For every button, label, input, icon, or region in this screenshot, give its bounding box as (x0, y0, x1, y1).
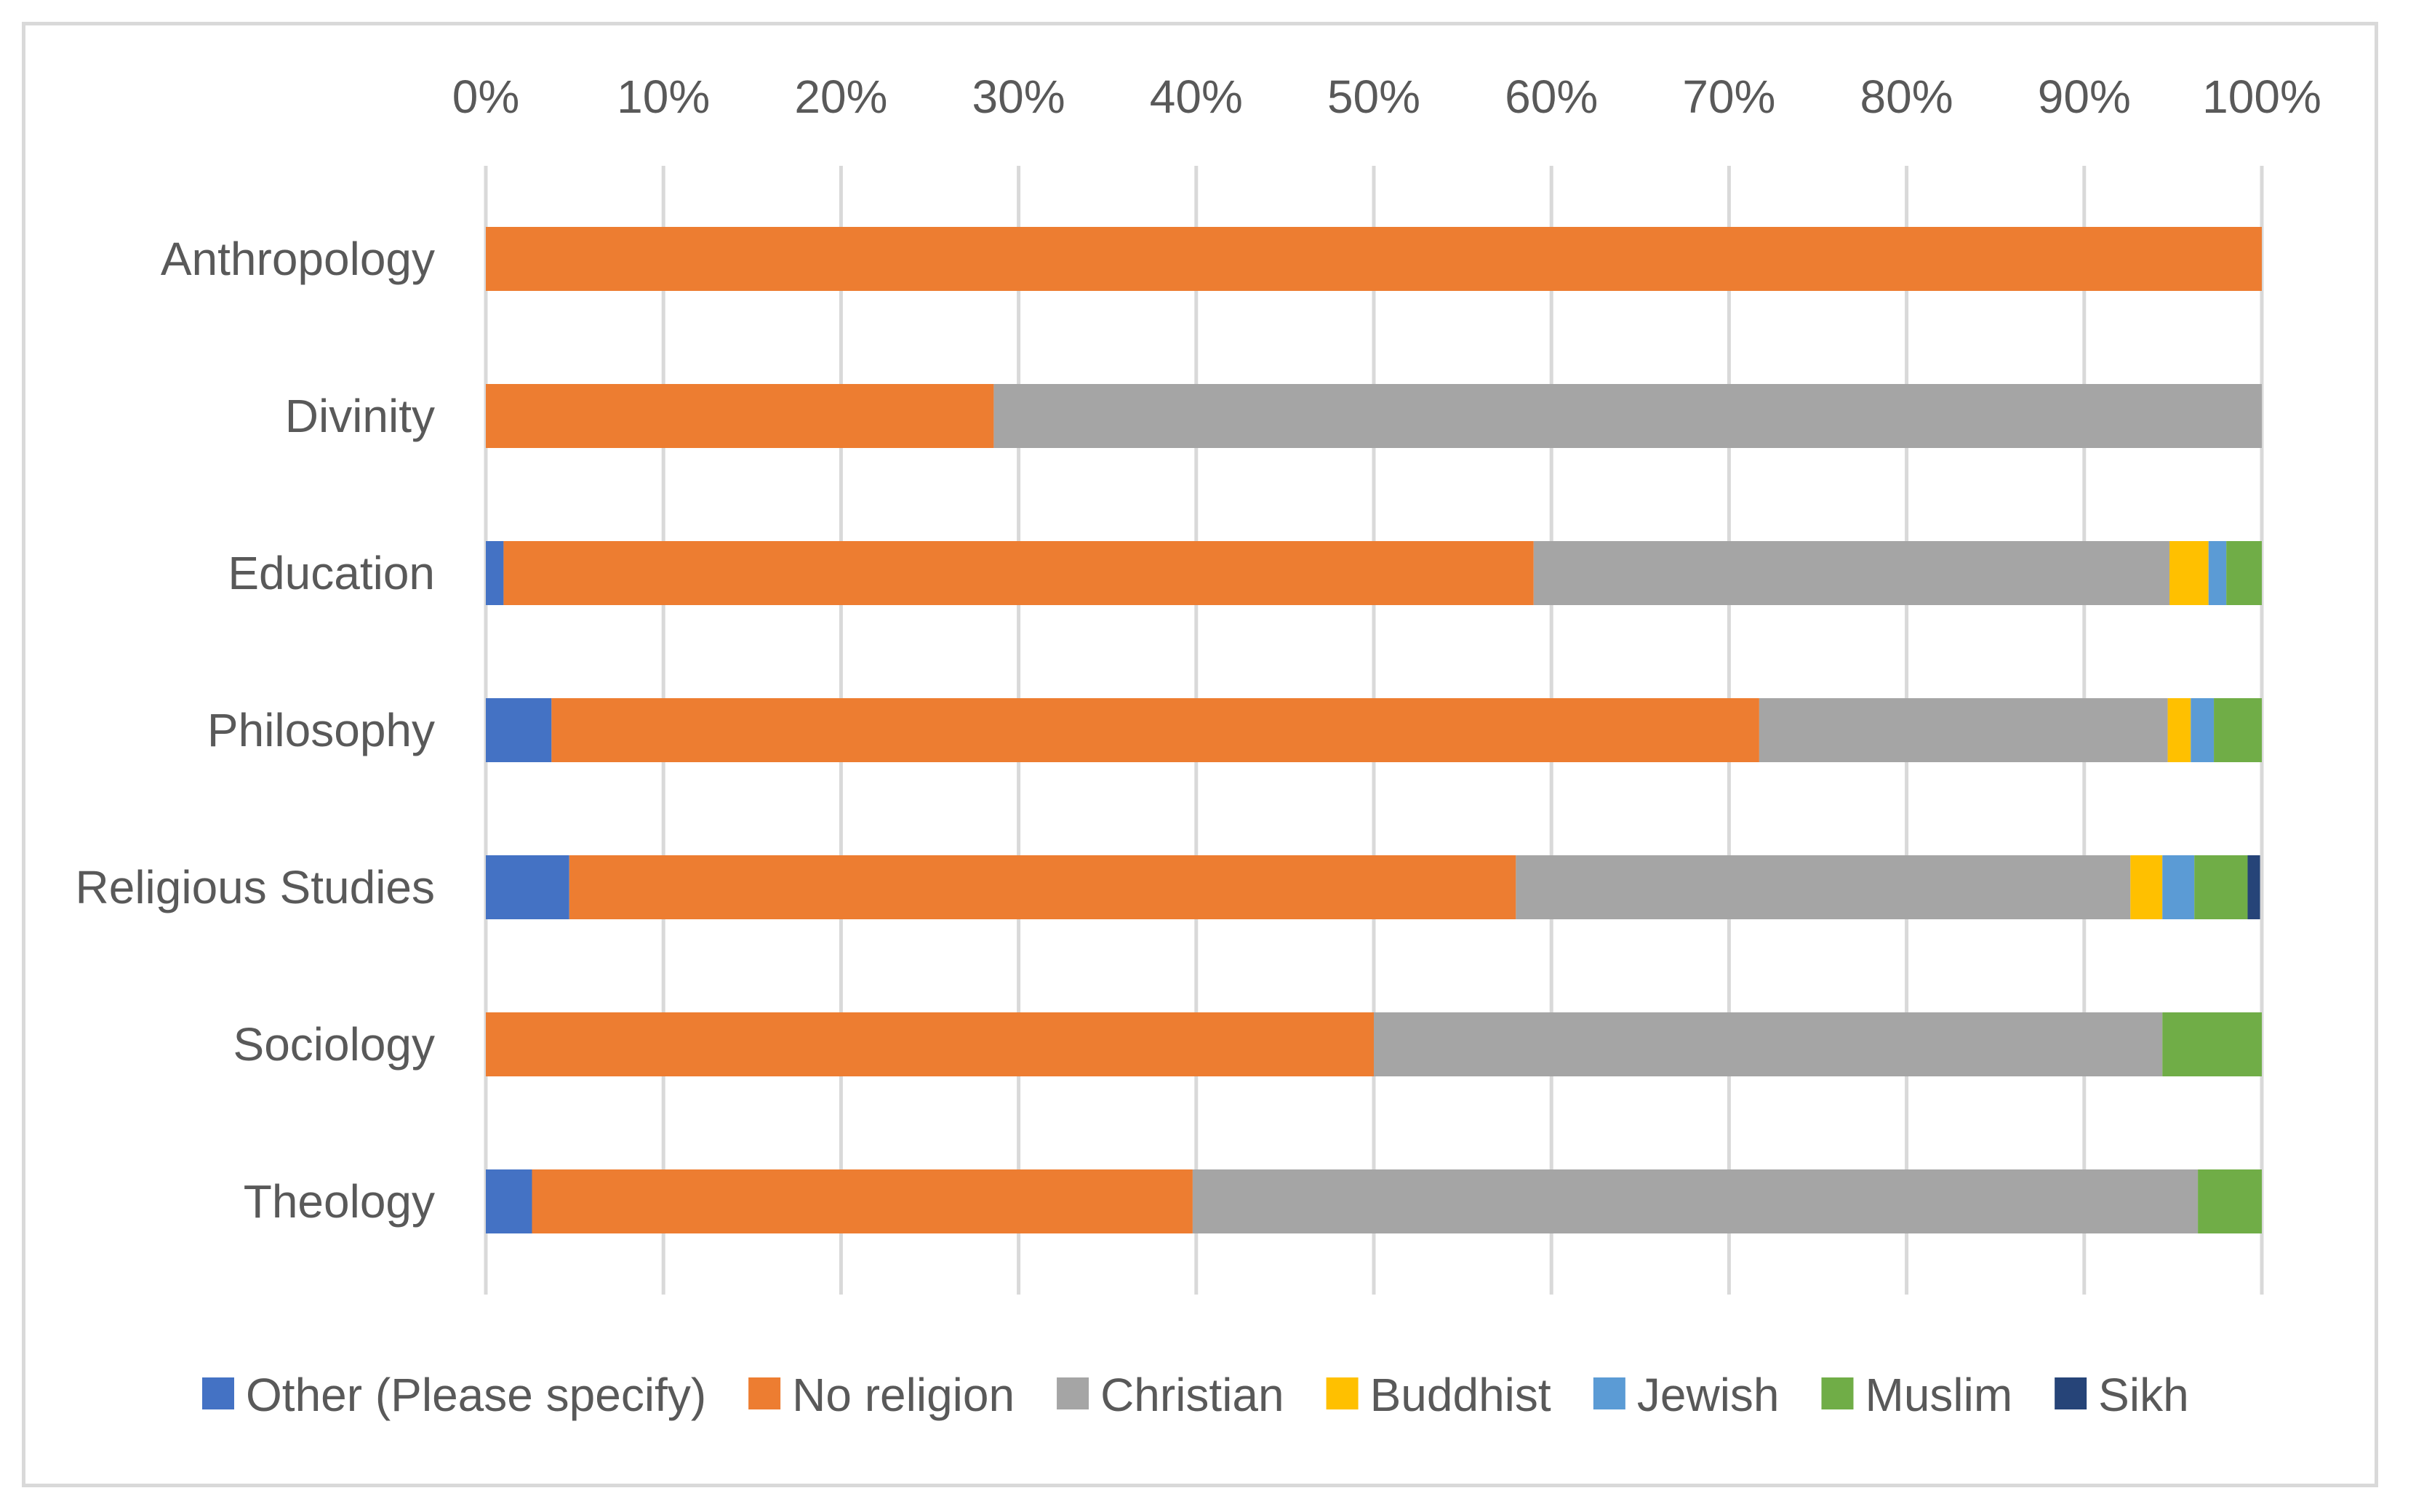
x-tick-label: 80% (1860, 71, 1953, 123)
bar-segment-christian (993, 384, 2262, 448)
category-label: Religious Studies (76, 861, 436, 913)
bar-segment-jewish (2208, 541, 2227, 605)
bar-segment-other-please-specify (486, 698, 552, 762)
x-tick-label: 40% (1150, 71, 1243, 123)
bar-segment-muslim (2226, 541, 2262, 605)
bar-segment-other-please-specify (486, 855, 569, 919)
bar-segment-muslim (2198, 1169, 2262, 1233)
x-tick-label: 50% (1327, 71, 1420, 123)
x-tick-label: 60% (1505, 71, 1598, 123)
category-label: Education (228, 547, 435, 599)
bar-segment-christian (1374, 1012, 2163, 1076)
legend-swatch (202, 1377, 234, 1409)
bar-segment-christian (1516, 855, 2131, 919)
category-labels: Anthropology Divinity Education Philosophy R… (76, 233, 436, 1228)
bar-segment-muslim (2194, 855, 2248, 919)
bar-segment-no-religion (532, 1169, 1193, 1233)
bar-segment-other-please-specify (486, 1169, 532, 1233)
bar-segment-no-religion (486, 227, 2262, 291)
legend: Other (Please specify) No religion Christi… (202, 1369, 2189, 1421)
legend-label: Jewish (1637, 1369, 1780, 1421)
bar-segment-no-religion (551, 698, 1759, 762)
legend-label: Muslim (1865, 1369, 2013, 1421)
bar-segment-buddhist (2169, 541, 2209, 605)
bar-segment-other-please-specify (486, 541, 504, 605)
bar-segment-christian (1759, 698, 2168, 762)
bar-segment-no-religion (503, 541, 1534, 605)
category-label: Philosophy (207, 704, 435, 756)
x-tick-label: 100% (2202, 71, 2321, 123)
x-tick-label: 30% (972, 71, 1065, 123)
bar-segment-muslim (2162, 1012, 2262, 1076)
bar-segment-christian (1192, 1169, 2199, 1233)
category-label: Theology (244, 1175, 435, 1228)
bar-segment-buddhist (2167, 698, 2191, 762)
category-label: Sociology (233, 1018, 436, 1071)
legend-label: Christian (1100, 1369, 1284, 1421)
bar-segment-no-religion (486, 384, 994, 448)
legend-swatch (748, 1377, 781, 1409)
legend-label: Other (Please specify) (246, 1369, 706, 1421)
legend-label: Buddhist (1370, 1369, 1551, 1421)
legend-label: No religion (792, 1369, 1015, 1421)
bar-segment-buddhist (2130, 855, 2163, 919)
legend-swatch (1593, 1377, 1625, 1409)
x-tick-label: 0% (452, 71, 520, 123)
legend-swatch (1057, 1377, 1089, 1409)
category-label: Anthropology (161, 233, 435, 285)
x-tick-label: 70% (1682, 71, 1775, 123)
x-axis-ticks: 0% 10% 20% 30% 40% 50% 60% 70% 80% 90% 100% (452, 71, 2321, 123)
bar-segment-muslim (2214, 698, 2262, 762)
bar-segment-no-religion (569, 855, 1516, 919)
bar-segment-jewish (2191, 698, 2215, 762)
category-label: Divinity (285, 390, 435, 442)
x-tick-label: 20% (794, 71, 887, 123)
x-tick-label: 90% (2038, 71, 2131, 123)
x-tick-label: 10% (617, 71, 710, 123)
bar-segment-no-religion (486, 1012, 1374, 1076)
legend-label: Sikh (2098, 1369, 2189, 1421)
legend-swatch (2055, 1377, 2087, 1409)
bars (486, 227, 2262, 1233)
legend-swatch (1821, 1377, 1854, 1409)
bar-segment-jewish (2162, 855, 2195, 919)
legend-swatch (1326, 1377, 1359, 1409)
bar-segment-sikh (2247, 855, 2260, 919)
bar-segment-christian (1533, 541, 2170, 605)
